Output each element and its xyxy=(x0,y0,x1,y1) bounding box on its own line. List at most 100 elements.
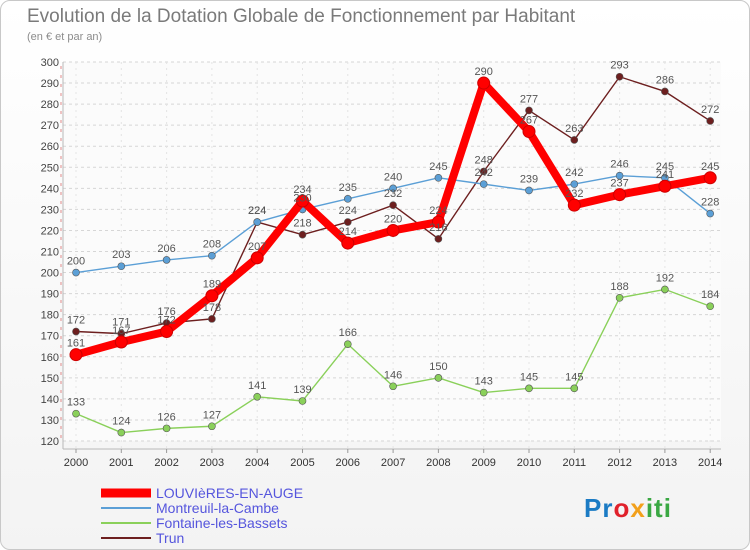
data-point xyxy=(114,335,128,349)
data-label: 232 xyxy=(384,188,402,200)
data-point xyxy=(434,235,443,243)
data-point xyxy=(706,209,715,218)
data-label: 230 xyxy=(293,192,311,204)
data-label: 267 xyxy=(520,114,538,126)
data-label: 188 xyxy=(610,281,628,293)
data-point xyxy=(661,285,669,294)
data-point xyxy=(525,106,533,115)
data-point xyxy=(205,289,219,303)
data-point xyxy=(162,256,171,264)
y-tick-label: 200 xyxy=(41,268,59,280)
data-point xyxy=(613,188,627,202)
data-label: 290 xyxy=(475,66,493,78)
x-tick-label: 2006 xyxy=(336,457,360,469)
legend-label: Montreuil-la-Cambe xyxy=(156,500,279,516)
data-point xyxy=(706,302,715,311)
x-tick-label: 2008 xyxy=(426,457,450,469)
data-label: 240 xyxy=(384,171,402,183)
data-label: 189 xyxy=(203,279,221,291)
data-point xyxy=(389,201,397,209)
data-label: 208 xyxy=(203,239,221,251)
data-point xyxy=(386,223,400,237)
data-point xyxy=(253,392,262,401)
data-label: 246 xyxy=(610,159,628,171)
data-label: 232 xyxy=(565,188,583,200)
data-point xyxy=(615,72,624,81)
x-tick-label: 2007 xyxy=(381,457,405,469)
data-label: 143 xyxy=(475,376,493,388)
data-label: 200 xyxy=(67,256,85,268)
data-point xyxy=(570,136,579,144)
data-label: 178 xyxy=(203,302,221,314)
data-label: 127 xyxy=(203,409,221,421)
data-label: 172 xyxy=(67,315,85,327)
x-tick-label: 2004 xyxy=(245,457,269,469)
y-axis: 120 130 140 150 160 170 180 190 200 210 220 230 240 2… xyxy=(41,57,64,449)
data-label: 241 xyxy=(656,169,674,181)
data-label: 139 xyxy=(293,384,311,396)
data-point xyxy=(431,215,445,229)
data-point xyxy=(343,340,352,348)
data-point xyxy=(117,428,126,437)
chart-subtitle: (en € et par an) xyxy=(27,31,103,43)
chart-title: Evolution de la Dotation Globale de Fonc… xyxy=(27,6,576,27)
data-label: 126 xyxy=(157,411,175,423)
data-label: 171 xyxy=(112,317,130,329)
data-label: 245 xyxy=(656,161,674,173)
y-tick-label: 300 xyxy=(41,57,59,69)
data-label: 216 xyxy=(429,222,447,234)
x-tick-label: 2001 xyxy=(109,457,133,469)
x-tick-label: 2009 xyxy=(471,457,495,469)
data-point xyxy=(72,327,80,336)
legend-label: Fontaine-les-Bassets xyxy=(156,515,288,531)
data-label: 207 xyxy=(248,241,266,253)
data-label: 228 xyxy=(701,197,719,209)
data-point xyxy=(703,171,717,185)
data-label: 145 xyxy=(565,371,583,383)
data-point xyxy=(525,384,533,393)
data-point xyxy=(567,198,581,212)
y-tick-label: 270 xyxy=(41,120,59,132)
y-tick-label: 170 xyxy=(41,331,59,343)
data-label: 286 xyxy=(656,74,674,86)
data-label: 146 xyxy=(384,369,402,381)
y-tick-label: 230 xyxy=(41,204,59,216)
data-label: 263 xyxy=(565,123,583,135)
x-tick-label: 2014 xyxy=(698,457,722,469)
y-tick-label: 250 xyxy=(41,162,59,174)
data-point xyxy=(615,294,624,302)
y-tick-label: 240 xyxy=(41,183,59,195)
data-point xyxy=(570,180,579,188)
x-tick-label: 2003 xyxy=(200,457,224,469)
data-point xyxy=(477,76,491,90)
data-label: 242 xyxy=(475,167,493,179)
data-label: 141 xyxy=(248,380,266,392)
data-label: 245 xyxy=(429,161,447,173)
data-label: 167 xyxy=(112,325,130,337)
data-point xyxy=(298,397,307,405)
y-tick-label: 280 xyxy=(41,99,59,111)
data-point xyxy=(296,194,309,208)
data-point xyxy=(479,388,488,397)
data-point xyxy=(341,236,355,250)
data-label: 150 xyxy=(429,361,447,373)
data-label: 224 xyxy=(248,205,266,217)
data-label: 145 xyxy=(520,371,538,383)
data-label: 224 xyxy=(339,205,357,217)
x-tick-label: 2010 xyxy=(517,457,541,469)
data-label: 224 xyxy=(429,205,447,217)
grid xyxy=(63,61,721,449)
data-point xyxy=(389,184,397,193)
data-point xyxy=(434,374,443,382)
data-label: 272 xyxy=(701,104,719,116)
data-label: 293 xyxy=(610,60,628,72)
data-label: 277 xyxy=(520,93,538,105)
data-label: 224 xyxy=(248,205,266,217)
data-point xyxy=(389,382,397,391)
y-tick-label: 190 xyxy=(41,289,59,301)
data-label: 166 xyxy=(339,327,357,339)
legend: LOUVIèRES-EN-AUGEMontreuil-la-CambeFonta… xyxy=(101,485,303,546)
data-point xyxy=(615,171,624,180)
